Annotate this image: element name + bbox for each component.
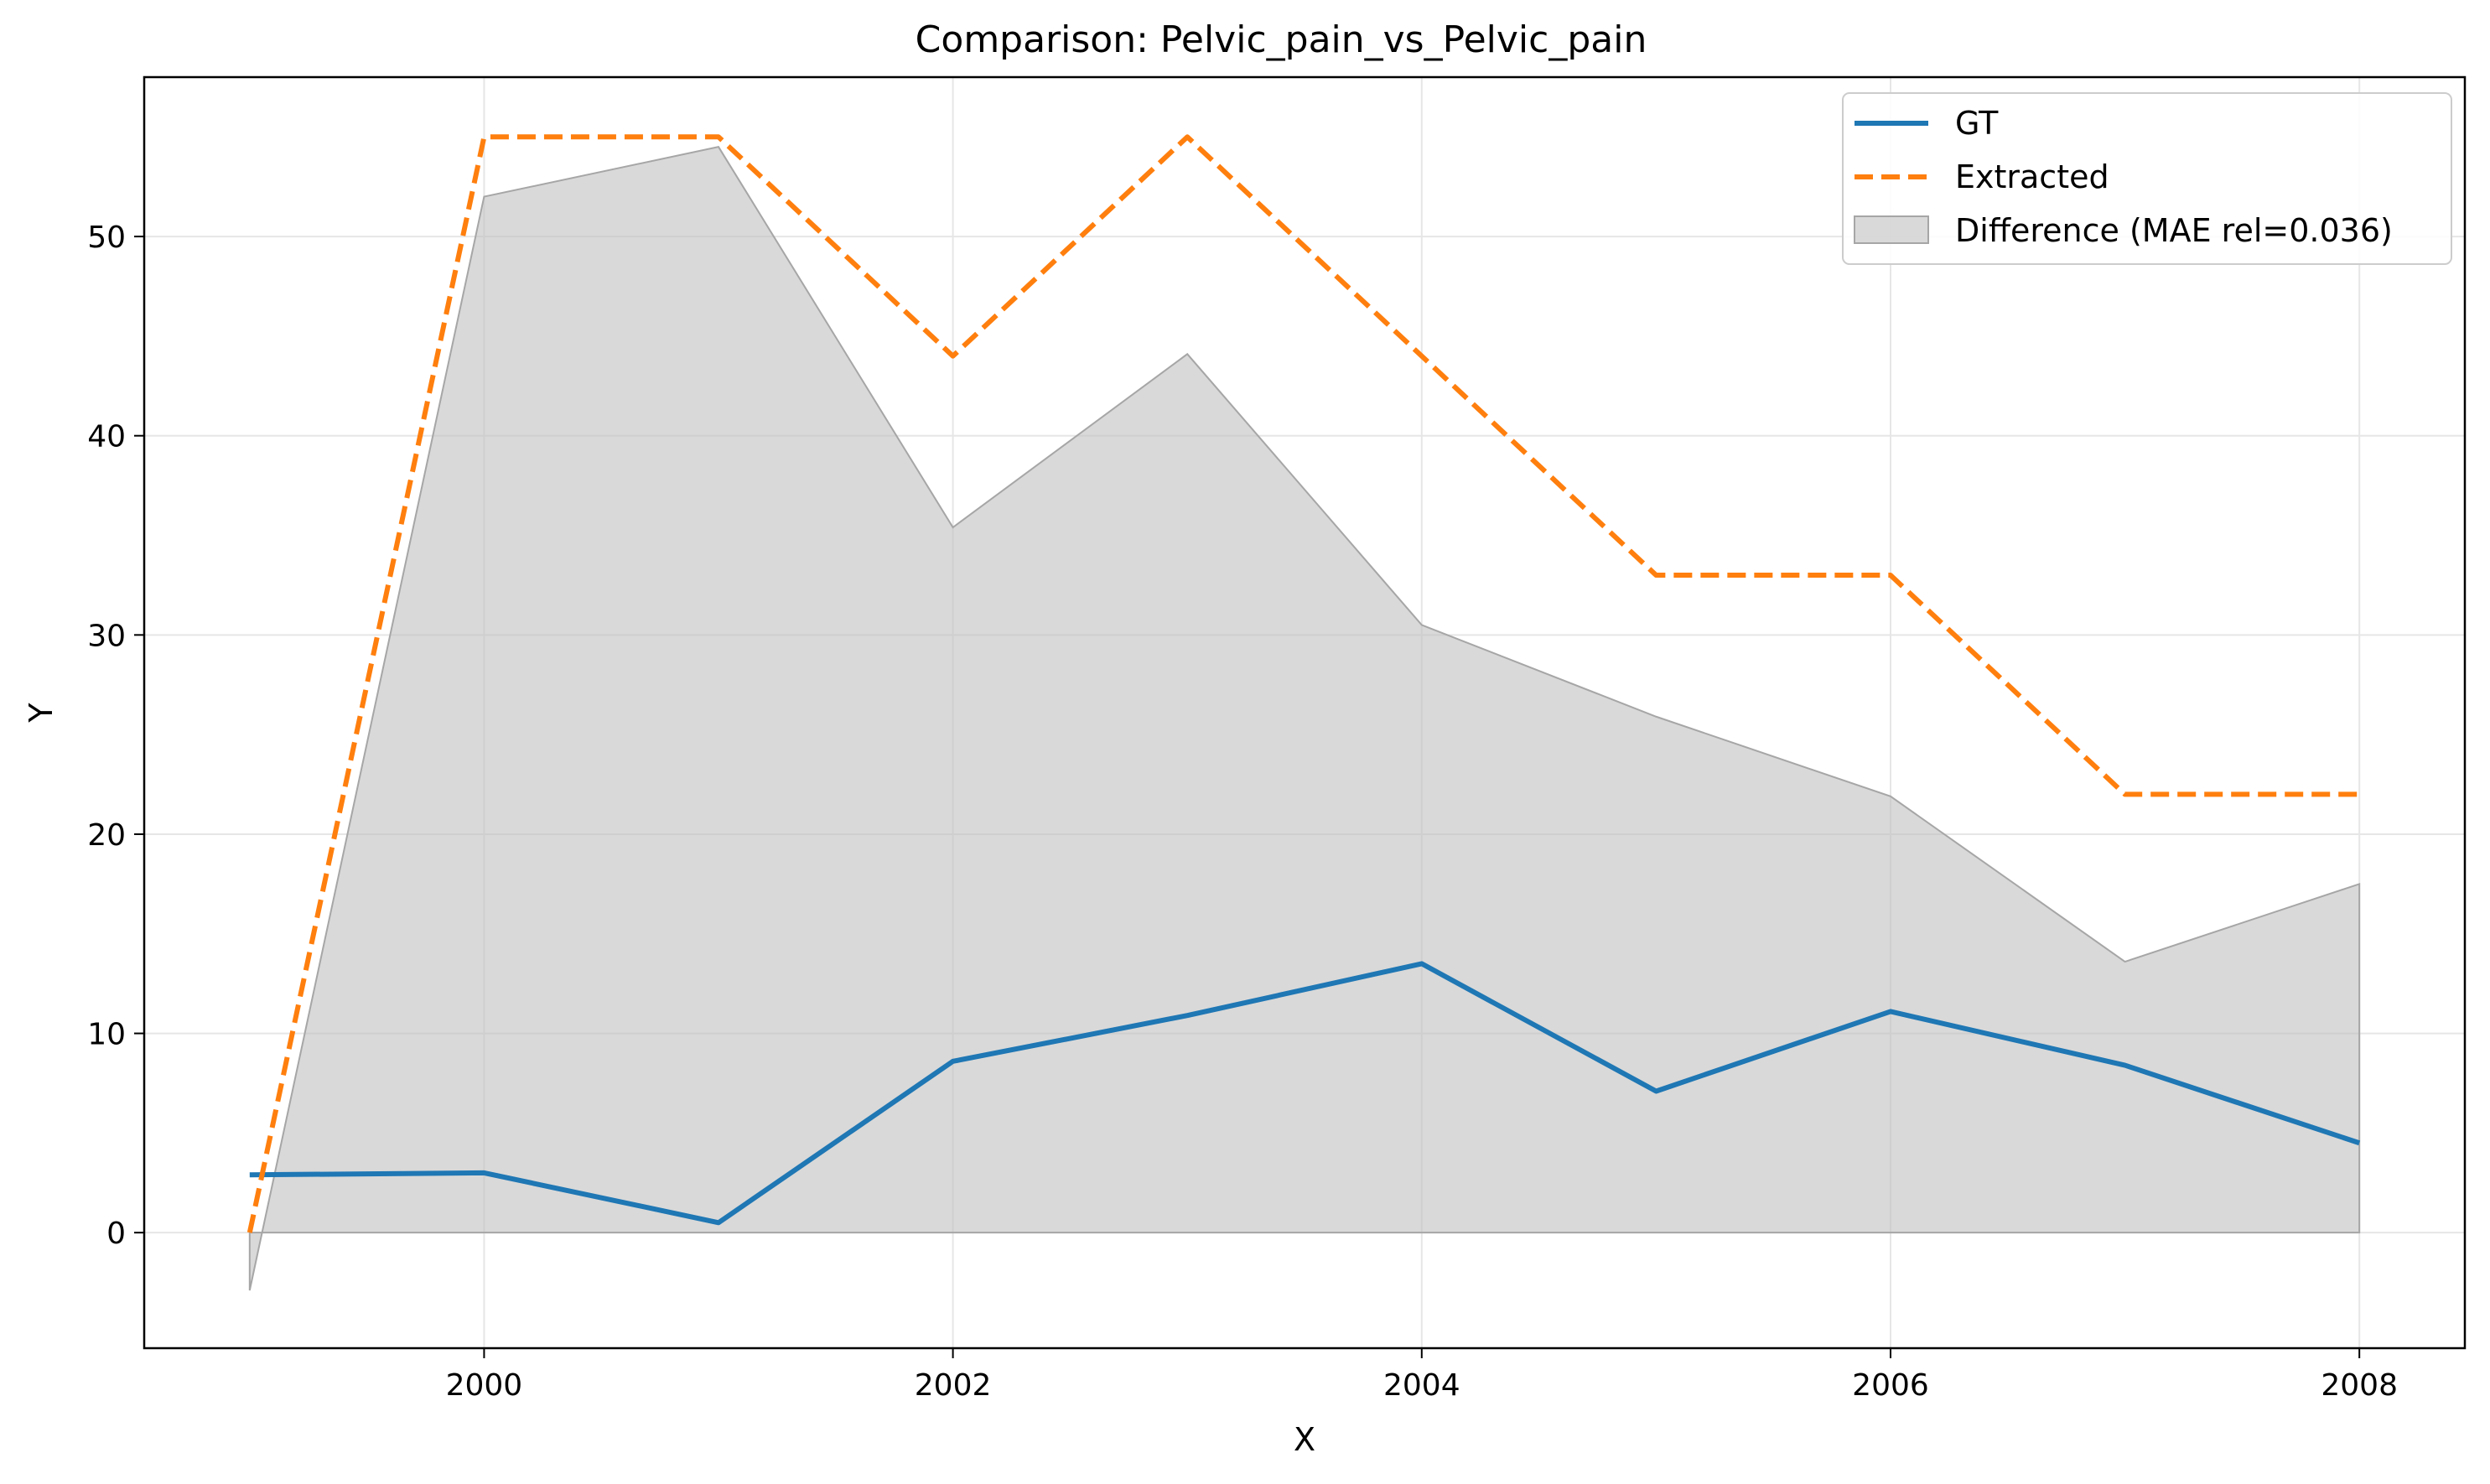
x-axis-ticks: 2000 2002 2004 2006 2008 (446, 1348, 2398, 1403)
legend-label-gt: GT (1955, 105, 1999, 142)
y-tick-label-50: 50 (87, 221, 126, 255)
x-tick-label-2002: 2002 (915, 1368, 992, 1403)
y-tick-label-20: 20 (87, 818, 126, 853)
difference-area-path (248, 146, 2361, 1291)
chart-title: Comparison: Pelvic_pain_vs_Pelvic_pain (916, 18, 1647, 61)
legend-label-difference: Difference (MAE rel=0.036) (1955, 212, 2393, 249)
y-tick-label-40: 40 (87, 420, 126, 454)
x-tick-label-2008: 2008 (2321, 1368, 2398, 1403)
difference-area (248, 146, 2361, 1291)
x-tick-label-2000: 2000 (446, 1368, 523, 1403)
x-tick-label-2004: 2004 (1383, 1368, 1460, 1403)
legend: GT Extracted Difference (MAE rel=0.036) (1842, 92, 2452, 265)
y-tick-label-30: 30 (87, 619, 126, 653)
y-axis-ticks: 0 10 20 30 40 50 (87, 221, 144, 1251)
series-line-gt (249, 961, 2361, 1226)
x-axis-label: X (1294, 1421, 1315, 1458)
x-tick-label-2006: 2006 (1852, 1368, 1929, 1403)
y-tick-label-10: 10 (87, 1018, 126, 1052)
series-lines (246, 134, 2361, 1233)
series-line-extracted (246, 134, 2360, 1233)
legend-box (1842, 92, 2452, 265)
legend-label-extracted: Extracted (1955, 158, 2109, 195)
legend-swatch-difference (1854, 215, 1929, 244)
y-tick-label-0: 0 (106, 1217, 126, 1251)
y-axis-label: Y (23, 703, 60, 724)
plot-frame (143, 75, 2467, 1350)
